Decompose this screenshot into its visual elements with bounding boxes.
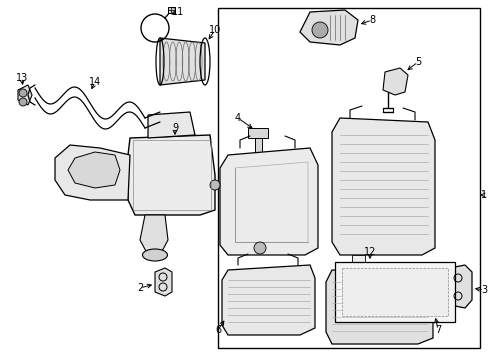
Text: 10: 10 [208,25,221,35]
Polygon shape [148,112,195,138]
Bar [168,7,175,13]
Circle shape [19,89,27,97]
Polygon shape [18,85,32,105]
Text: 2: 2 [137,283,143,293]
Polygon shape [68,152,120,188]
Circle shape [19,98,27,106]
Polygon shape [444,265,471,308]
Text: 11: 11 [171,7,184,17]
Bar [133,140,210,210]
Polygon shape [325,270,432,344]
Ellipse shape [142,249,167,261]
Text: 4: 4 [234,113,241,123]
Text: 1: 1 [480,190,486,200]
Polygon shape [160,38,204,85]
Polygon shape [220,148,317,255]
Polygon shape [128,135,215,215]
Bar [341,268,447,316]
Text: 7: 7 [434,325,440,335]
Text: 14: 14 [89,77,101,87]
Polygon shape [247,128,267,138]
Text: 12: 12 [363,247,375,257]
Text: 9: 9 [172,123,178,133]
Polygon shape [299,10,357,45]
Circle shape [253,242,265,254]
Text: 6: 6 [215,325,221,335]
Polygon shape [251,155,264,162]
Text: 5: 5 [414,57,420,67]
Circle shape [209,180,220,190]
Polygon shape [140,215,168,255]
Polygon shape [351,255,364,262]
Polygon shape [382,68,407,95]
Text: 8: 8 [368,15,374,25]
Bar [334,262,454,322]
Polygon shape [55,145,130,200]
Bar [218,8,479,348]
Polygon shape [331,118,434,255]
Polygon shape [222,265,314,335]
Text: 13: 13 [16,73,28,83]
Polygon shape [155,268,172,296]
Circle shape [311,22,327,38]
Polygon shape [254,138,262,158]
Text: 3: 3 [480,285,486,295]
